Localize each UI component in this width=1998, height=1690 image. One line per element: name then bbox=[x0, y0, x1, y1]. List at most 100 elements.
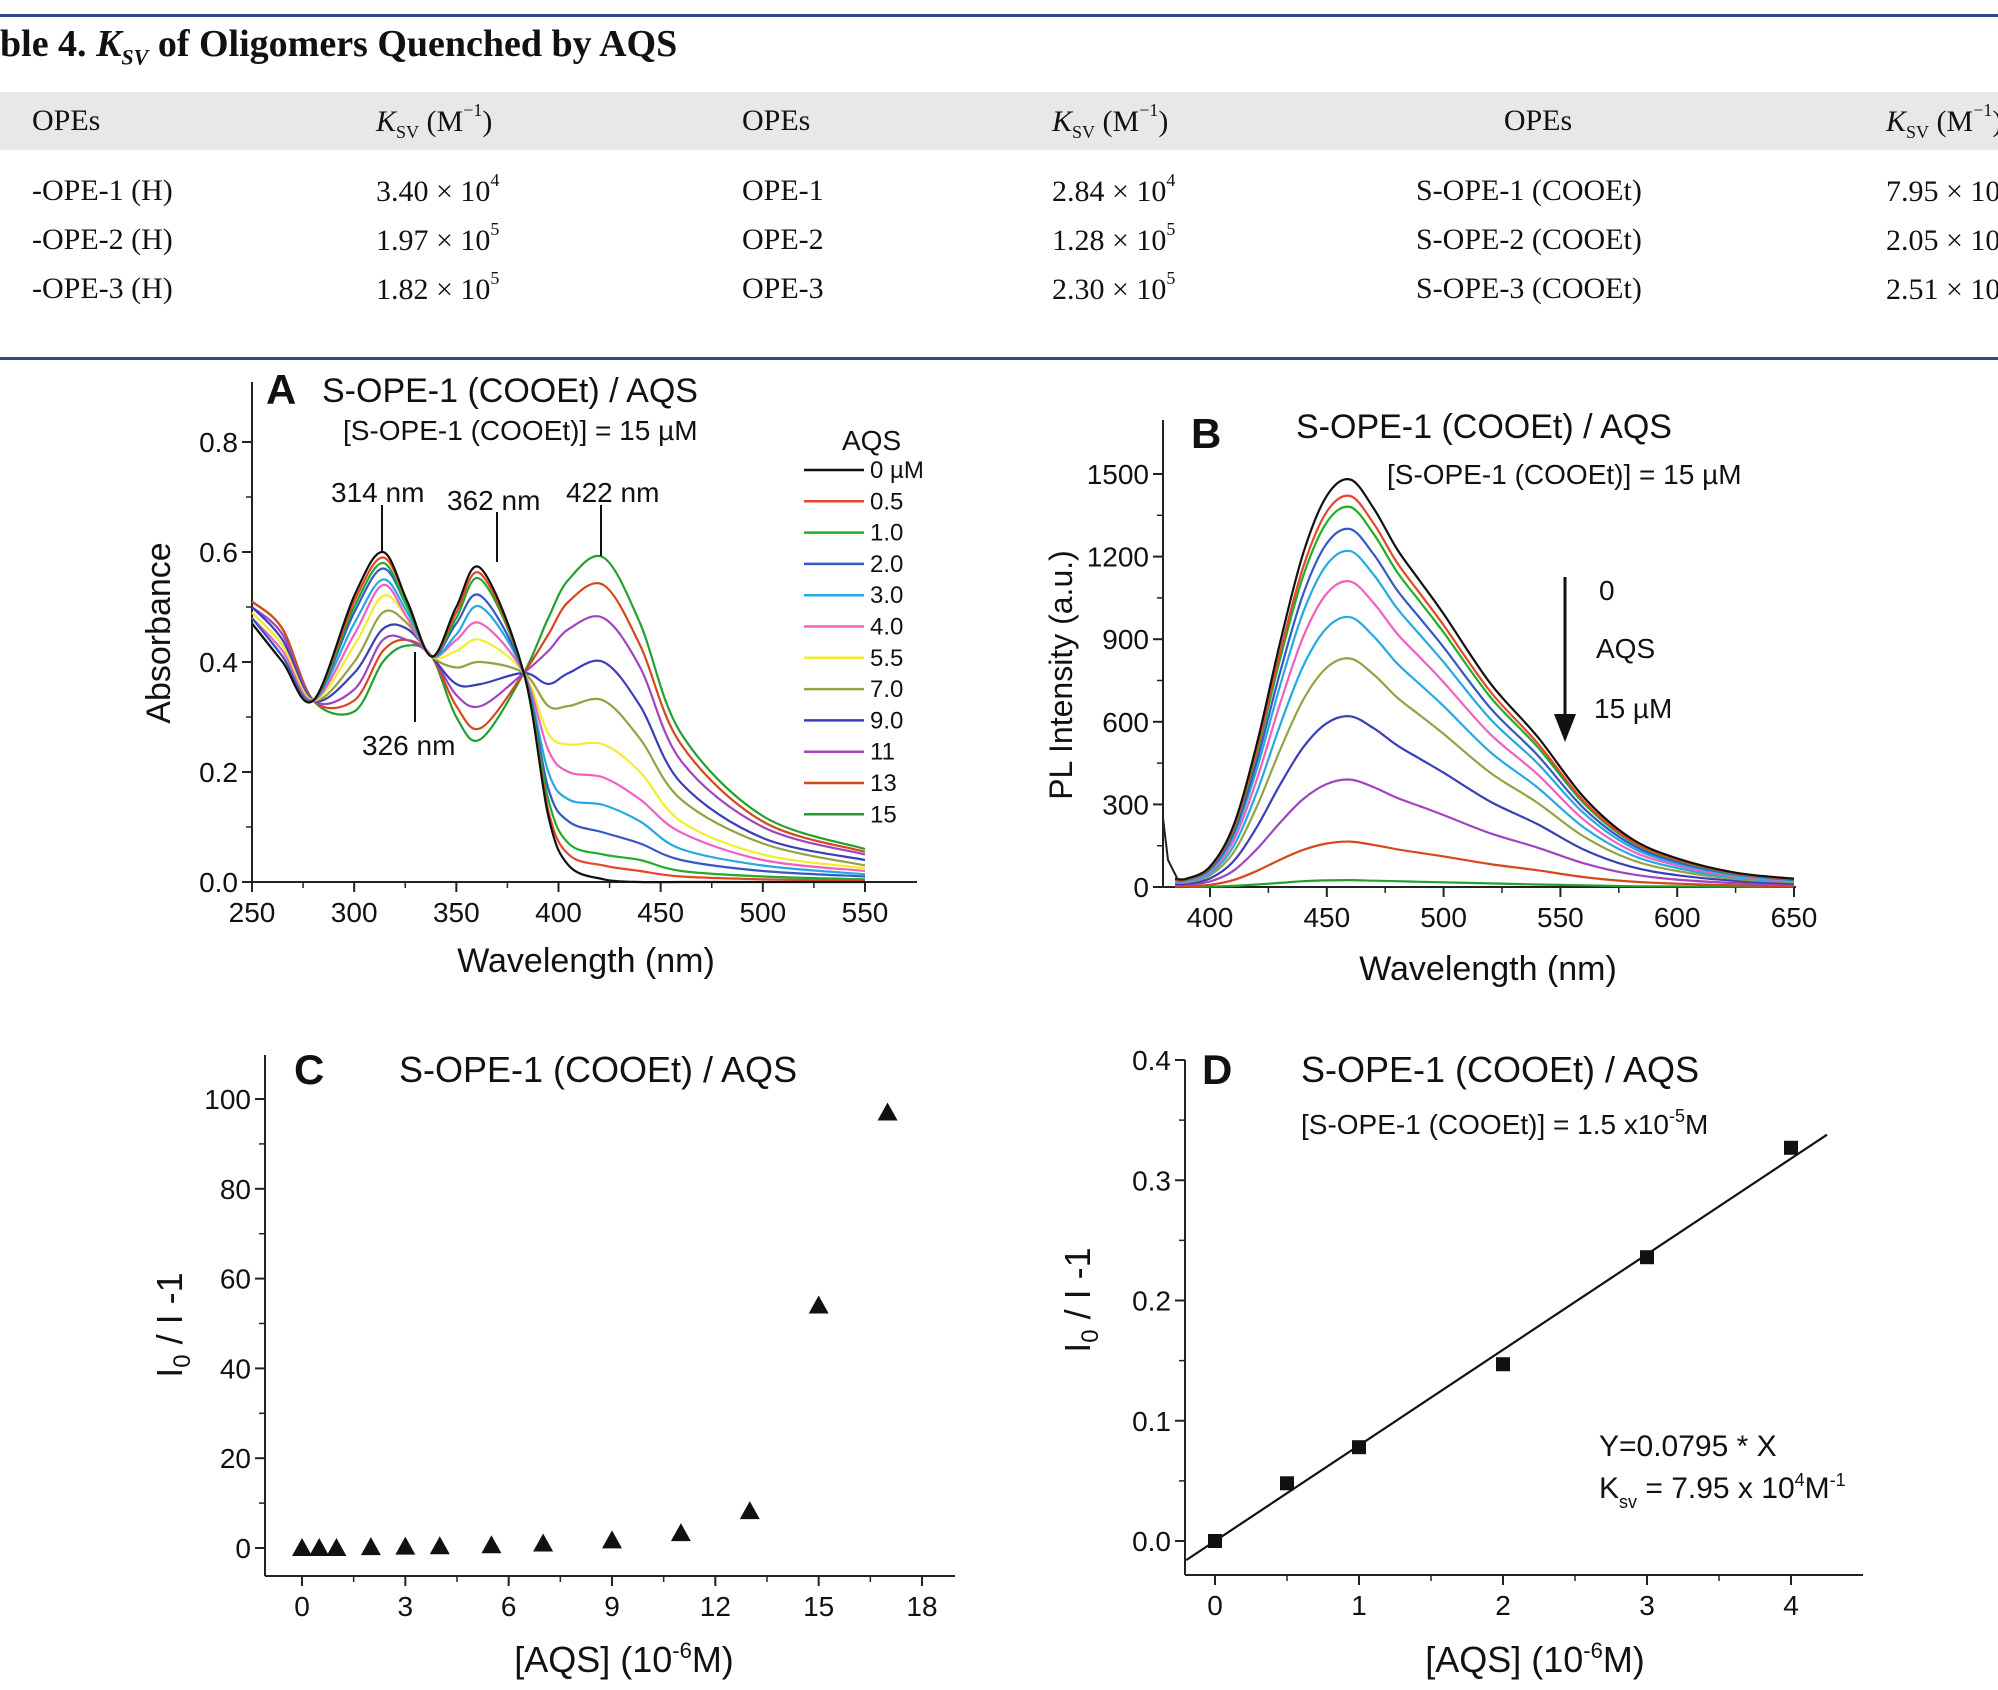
cell-mantissa: 1.28 × 10 bbox=[1052, 224, 1167, 257]
cell-mantissa: 7.95 × 10 bbox=[1886, 175, 1998, 208]
panel-a-title: S-OPE-1 (COOEt) / AQS bbox=[322, 372, 698, 410]
legend-label: 0.5 bbox=[870, 488, 903, 515]
fit-equation: Y=0.0795 * X bbox=[1599, 1430, 1777, 1463]
legend-label: 7.0 bbox=[870, 676, 903, 703]
legend-label: 5.5 bbox=[870, 645, 903, 672]
panel-b-subtitle: [S-OPE-1 (COOEt)] = 15 µM bbox=[1387, 459, 1742, 490]
table-cell: 1.28 × 105 bbox=[1052, 219, 1175, 258]
table-cell: -OPE-2 (H) bbox=[32, 223, 173, 256]
annotation-326: 326 nm bbox=[362, 730, 455, 761]
data-point-triangle bbox=[395, 1536, 416, 1555]
data-point-triangle bbox=[670, 1523, 691, 1542]
cell-exponent: 5 bbox=[1166, 268, 1176, 288]
x-tick-label: 500 bbox=[739, 897, 786, 928]
x-tick-label: 1 bbox=[1351, 1590, 1367, 1621]
y-tick-label: 1500 bbox=[1087, 459, 1149, 490]
data-point-square bbox=[1280, 1476, 1294, 1491]
panel-d: D S-OPE-1 (COOEt) / AQS [S-OPE-1 (COOEt)… bbox=[1057, 1046, 1846, 1680]
legend-label: 4.0 bbox=[870, 614, 903, 641]
header-sup: −1 bbox=[1139, 100, 1159, 120]
x-tick-label: 12 bbox=[700, 1591, 731, 1622]
arrow-head-icon bbox=[1554, 714, 1576, 742]
spectrum-line bbox=[1175, 878, 1795, 888]
cell-exponent: 5 bbox=[1166, 219, 1176, 239]
panel-b-xlabel: Wavelength (nm) bbox=[1359, 950, 1617, 988]
spectrum-line bbox=[251, 606, 866, 862]
y-tick-label: 60 bbox=[220, 1264, 251, 1295]
panel-a-letter: A bbox=[266, 366, 296, 413]
y-tick-label: 0.0 bbox=[1132, 1526, 1171, 1557]
x-tick-label: 550 bbox=[842, 897, 889, 928]
x-tick-label: 6 bbox=[501, 1591, 517, 1622]
spectrum-line bbox=[251, 606, 866, 856]
data-point-square bbox=[1496, 1357, 1510, 1372]
table-cell: 2.84 × 104 bbox=[1052, 170, 1175, 209]
table-title: ble 4. KSV of Oligomers Quenched by AQS bbox=[0, 23, 678, 70]
x-tick-label: 650 bbox=[1771, 902, 1818, 933]
y-tick-label: 100 bbox=[204, 1084, 251, 1115]
spectrum-line bbox=[251, 583, 866, 873]
annotation-362: 362 nm bbox=[447, 485, 540, 516]
table-bottom-rule bbox=[0, 357, 1998, 360]
legend-label: 3.0 bbox=[870, 582, 903, 609]
data-point-triangle bbox=[309, 1538, 330, 1556]
y-tick-label: 900 bbox=[1102, 624, 1149, 655]
legend-label: 1.0 bbox=[870, 520, 903, 547]
x-tick-label: 3 bbox=[1639, 1590, 1655, 1621]
table-top-rule bbox=[0, 14, 1998, 17]
table-header-band bbox=[0, 92, 1998, 150]
panel-c-xlabel: [AQS] (10-6M) bbox=[514, 1638, 734, 1680]
table-header-cell: KSV (M−1) bbox=[1886, 100, 1998, 143]
legend-label: 9.0 bbox=[870, 707, 903, 734]
data-point-triangle bbox=[481, 1535, 502, 1554]
fit-line bbox=[1185, 1133, 1828, 1562]
x-tick-label: 450 bbox=[1303, 902, 1350, 933]
x-tick-label: 9 bbox=[604, 1591, 620, 1622]
panel-b-letter: B bbox=[1191, 410, 1221, 457]
spectrum-line bbox=[251, 594, 866, 870]
spectrum-line bbox=[1174, 778, 1795, 887]
spectrum-line bbox=[1174, 657, 1795, 884]
legend-label: 15 bbox=[870, 801, 897, 828]
x-tick-label: 550 bbox=[1537, 902, 1584, 933]
cell-mantissa: 1.82 × 10 bbox=[376, 273, 491, 306]
panel-a-xlabel: Wavelength (nm) bbox=[457, 942, 715, 980]
legend-label: 0 µM bbox=[870, 457, 924, 484]
legend-label: 2.0 bbox=[870, 551, 903, 578]
data-point-triangle bbox=[877, 1102, 898, 1121]
y-tick-label: 0.4 bbox=[1132, 1045, 1171, 1076]
table-cell: S-OPE-3 (COOEt) bbox=[1416, 272, 1642, 305]
header-sup: −1 bbox=[1973, 100, 1993, 120]
data-point-triangle bbox=[808, 1295, 829, 1314]
x-tick-label: 18 bbox=[906, 1591, 937, 1622]
cell-mantissa: 2.30 × 10 bbox=[1052, 273, 1167, 306]
header-close: ) bbox=[1992, 105, 1998, 138]
arrow-label-end: 15 µM bbox=[1594, 693, 1672, 724]
spectrum-line bbox=[251, 561, 866, 881]
header-unit: (M bbox=[1929, 105, 1974, 138]
panel-b-ylabel: PL Intensity (a.u.) bbox=[1043, 550, 1079, 800]
annotation-422: 422 nm bbox=[566, 477, 659, 508]
legend-label: 11 bbox=[870, 739, 895, 766]
spectrum-line bbox=[1174, 579, 1795, 883]
x-tick-label: 450 bbox=[637, 897, 684, 928]
spectrum-line bbox=[251, 582, 866, 853]
table-header-cell: KSV (M−1) bbox=[1052, 100, 1168, 143]
header-sub: SV bbox=[1906, 122, 1930, 142]
x-tick-label: 300 bbox=[331, 897, 378, 928]
x-tick-label: 600 bbox=[1654, 902, 1701, 933]
panel-b-title: S-OPE-1 (COOEt) / AQS bbox=[1296, 408, 1672, 446]
table-header-cell: OPEs bbox=[1503, 104, 1573, 137]
header-k: K bbox=[1052, 105, 1073, 138]
cell-exponent: 5 bbox=[490, 219, 500, 239]
panel-c-title: S-OPE-1 (COOEt) / AQS bbox=[399, 1049, 797, 1090]
y-tick-label: 300 bbox=[1102, 789, 1149, 820]
spectrum-line bbox=[1174, 840, 1795, 888]
y-tick-label: 0.2 bbox=[1132, 1286, 1171, 1317]
panel-c-ylabel: I0 / I -1 bbox=[149, 1272, 196, 1377]
y-tick-label: 0.3 bbox=[1132, 1165, 1171, 1196]
panel-d-xlabel: [AQS] (10-6M) bbox=[1425, 1638, 1645, 1680]
y-tick-label: 0.4 bbox=[199, 647, 238, 678]
table-cell: OPE-1 bbox=[742, 174, 824, 207]
cell-mantissa: 3.40 × 10 bbox=[376, 175, 491, 208]
